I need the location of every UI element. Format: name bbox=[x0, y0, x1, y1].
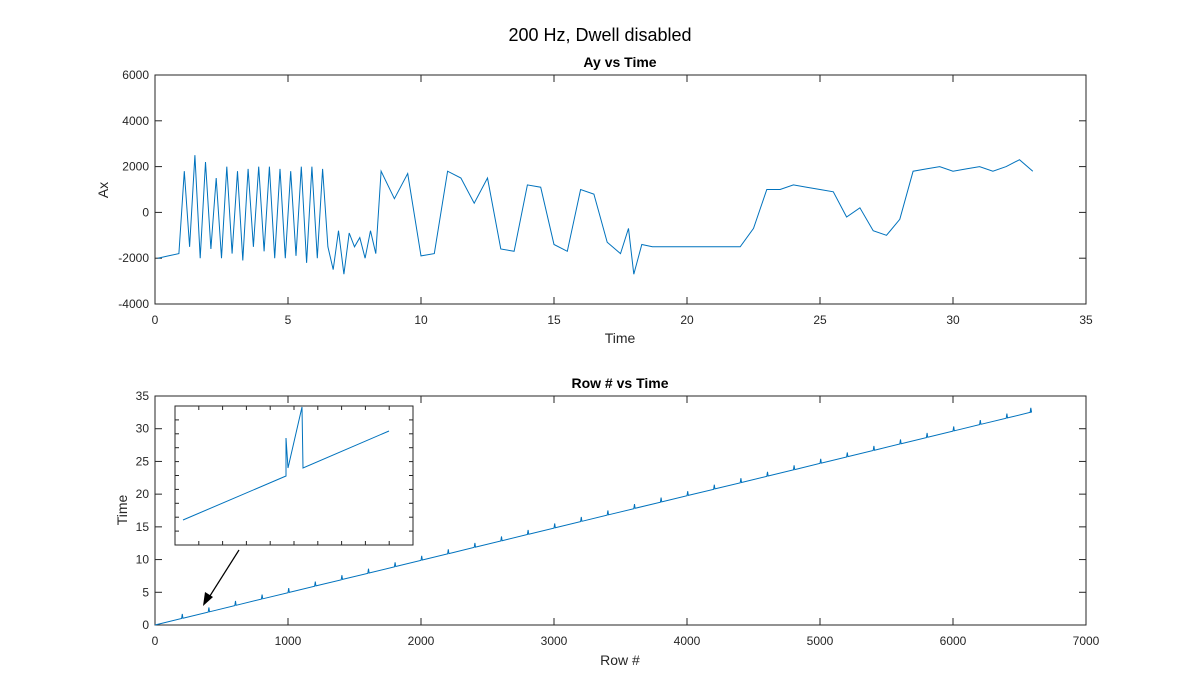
plot-title: Ay vs Time bbox=[583, 54, 656, 70]
series-line bbox=[157, 155, 1034, 275]
x-tick-label: 2000 bbox=[408, 634, 435, 648]
y-tick-label: 6000 bbox=[122, 68, 149, 82]
tick-group: 0 5 10 15 20 25 30 35 -4000 -2000 0 2000 4000 6000 bbox=[118, 68, 1093, 327]
y-tick-label: 15 bbox=[136, 520, 150, 534]
y-tick-label: 4000 bbox=[122, 114, 149, 128]
axes-box bbox=[154, 74, 1087, 305]
inset-zoom bbox=[174, 405, 414, 546]
y-tick-label: 30 bbox=[136, 422, 150, 436]
inset-box bbox=[174, 405, 414, 546]
y-tick-label: 0 bbox=[142, 618, 149, 632]
x-tick-label: 3000 bbox=[541, 634, 568, 648]
y-tick-label: 35 bbox=[136, 389, 150, 403]
arrow-head-icon bbox=[203, 592, 213, 606]
x-tick-label: 5000 bbox=[807, 634, 834, 648]
inset-line bbox=[182, 406, 390, 521]
y-tick-label: 5 bbox=[142, 585, 149, 599]
y-axis-label: Time bbox=[114, 494, 130, 525]
x-tick-label: 1000 bbox=[275, 634, 302, 648]
x-tick-label: 7000 bbox=[1073, 634, 1100, 648]
x-tick-label: 25 bbox=[813, 313, 827, 327]
y-tick-label: 0 bbox=[142, 205, 149, 219]
x-tick-label: 15 bbox=[547, 313, 561, 327]
zoom-arrow bbox=[203, 549, 240, 606]
x-tick-label: 4000 bbox=[674, 634, 701, 648]
y-tick-label: -4000 bbox=[118, 297, 149, 311]
x-tick-label: 20 bbox=[680, 313, 694, 327]
x-tick-label: 6000 bbox=[940, 634, 967, 648]
x-tick-label: 5 bbox=[285, 313, 292, 327]
plot-ay-vs-time: Ay vs Time 0 5 10 15 20 25 30 35 -4000 -2000 0 2000… bbox=[95, 54, 1093, 346]
x-tick-label: 30 bbox=[946, 313, 960, 327]
plot-title: Row # vs Time bbox=[571, 375, 668, 391]
y-tick-label: 20 bbox=[136, 487, 150, 501]
series-line bbox=[154, 407, 1033, 626]
plot-row-vs-time: Row # vs Time 0 1000 2000 3000 4000 5000 6000 7… bbox=[114, 375, 1100, 668]
x-tick-label: 10 bbox=[414, 313, 428, 327]
y-tick-label: -2000 bbox=[118, 251, 149, 265]
figure-title: 200 Hz, Dwell disabled bbox=[508, 25, 691, 45]
x-tick-label: 35 bbox=[1079, 313, 1093, 327]
y-tick-label: 25 bbox=[136, 454, 150, 468]
inset-tick-group bbox=[175, 406, 413, 545]
x-tick-label: 0 bbox=[152, 313, 159, 327]
x-axis-label: Time bbox=[605, 330, 636, 346]
y-axis-label: Ax bbox=[95, 182, 111, 198]
y-tick-label: 2000 bbox=[122, 160, 149, 174]
y-tick-label: 10 bbox=[136, 553, 150, 567]
x-tick-label: 0 bbox=[152, 634, 159, 648]
tick-group: 0 1000 2000 3000 4000 5000 6000 7000 0 5 10 15 20 25 3… bbox=[136, 389, 1100, 648]
x-axis-label: Row # bbox=[600, 652, 640, 668]
